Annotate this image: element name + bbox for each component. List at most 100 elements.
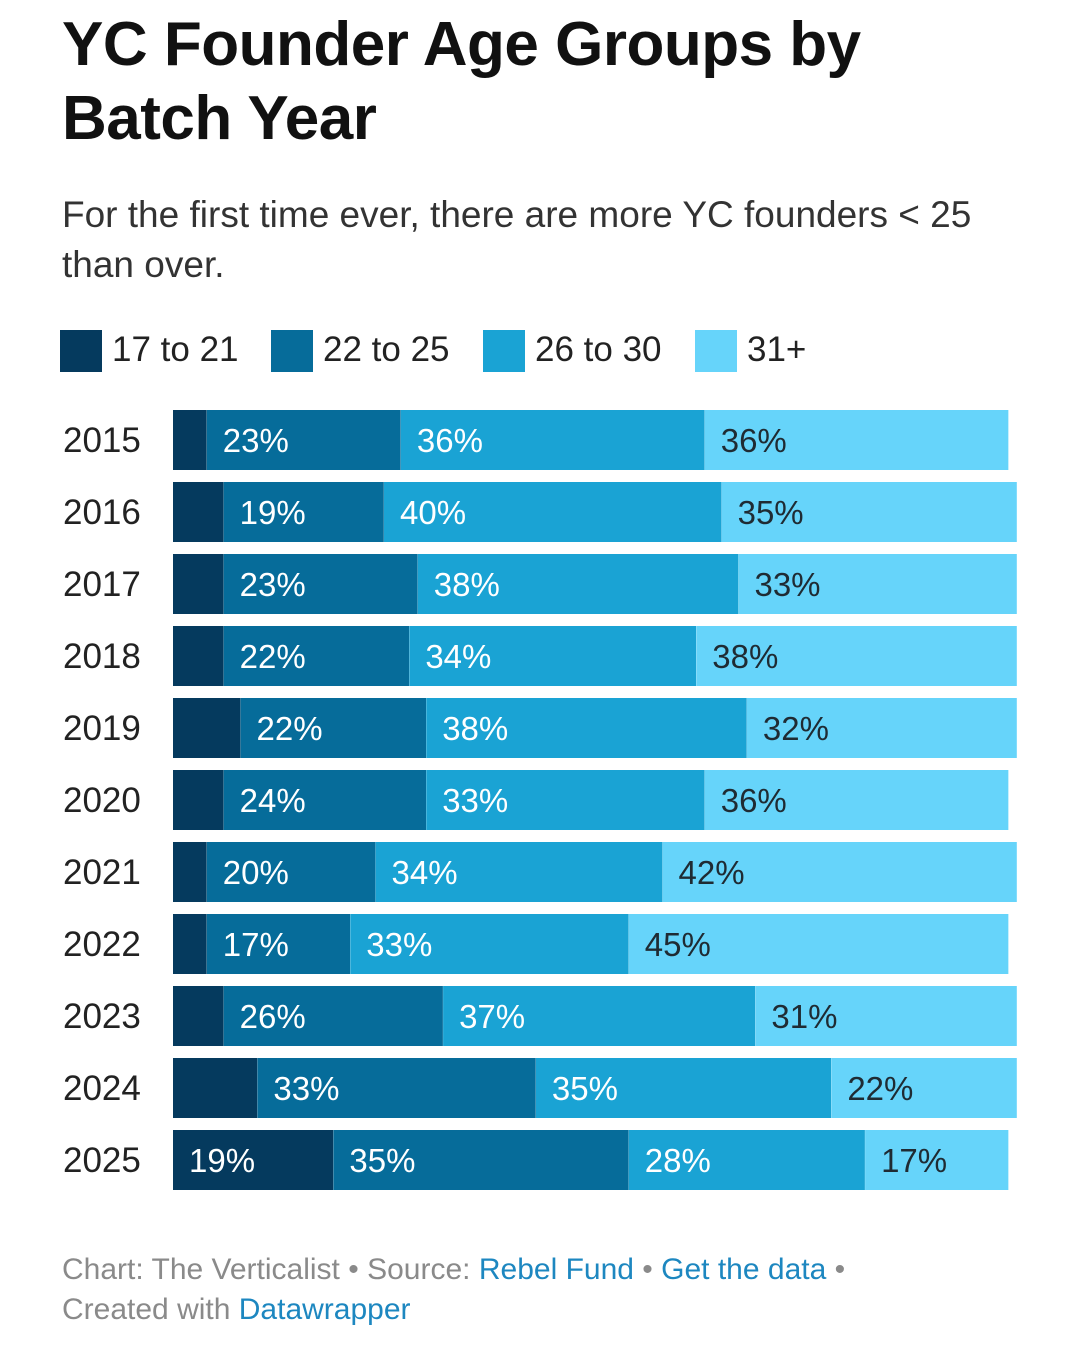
data-label-2024-31plus: 22% <box>847 1070 913 1107</box>
bar-segment-2021-31plus <box>662 842 1017 902</box>
get-the-data-link[interactable]: Get the data <box>661 1253 827 1286</box>
data-label-2022-26-to-30: 33% <box>366 926 432 963</box>
data-label-2017-31plus: 33% <box>754 566 820 603</box>
footer-chart-credit: Chart: The Verticalist <box>62 1253 340 1286</box>
year-label-2025: 2025 <box>63 1141 141 1180</box>
bar-segment-2025-26-to-30 <box>628 1130 865 1190</box>
chart-title: YC Founder Age Groups by Batch Year <box>62 10 861 153</box>
year-label-2021: 2021 <box>63 853 141 892</box>
data-label-2025-17-to-21: 19% <box>189 1142 255 1179</box>
data-label-2016-26-to-30: 40% <box>400 494 466 531</box>
year-label-2017: 2017 <box>63 565 141 604</box>
bar-segment-2021-17-to-21 <box>173 842 207 902</box>
datawrapper-link[interactable]: Datawrapper <box>238 1293 411 1326</box>
data-label-2015-31plus: 36% <box>721 422 787 459</box>
bar-segment-2018-17-to-21 <box>173 626 224 686</box>
data-label-2015-22-to-25: 23% <box>223 422 289 459</box>
year-label-2015: 2015 <box>63 421 141 460</box>
data-label-2021-22-to-25: 20% <box>223 854 289 891</box>
data-label-2018-31plus: 38% <box>712 638 778 675</box>
year-label-2020: 2020 <box>63 781 141 820</box>
footer-separator: • <box>834 1253 846 1286</box>
data-label-2022-31plus: 45% <box>645 926 711 963</box>
legend-label: 22 to 25 <box>323 330 450 369</box>
bar-segment-2015-17-to-21 <box>173 410 207 470</box>
bar-segment-2018-22-to-25 <box>223 626 410 686</box>
bar-segment-2025-22-to-25 <box>333 1130 629 1190</box>
data-label-2021-26-to-30: 34% <box>392 854 458 891</box>
bar-segment-2021-26-to-30 <box>375 842 663 902</box>
data-label-2023-31plus: 31% <box>771 998 837 1035</box>
bar-segment-2024-31plus <box>831 1058 1017 1118</box>
bar-segment-2024-17-to-21 <box>173 1058 258 1118</box>
bar-segment-2015-22-to-25 <box>206 410 401 470</box>
bar-segment-2019-22-to-25 <box>240 698 426 758</box>
data-label-2024-26-to-30: 35% <box>552 1070 618 1107</box>
bar-segment-2023-26-to-30 <box>443 986 756 1046</box>
footer-source-prefix: Source: <box>367 1253 471 1286</box>
data-label-2020-22-to-25: 24% <box>240 782 306 819</box>
bar-segment-2017-31plus <box>738 554 1017 614</box>
bar-segment-2015-31plus <box>704 410 1009 470</box>
bar-segment-2015-26-to-30 <box>400 410 705 470</box>
bar-segment-2024-22-to-25 <box>257 1058 536 1118</box>
data-label-2017-26-to-30: 38% <box>434 566 500 603</box>
bar-segment-2016-22-to-25 <box>223 482 384 542</box>
legend-swatch-31-plus <box>695 330 737 372</box>
data-label-2018-26-to-30: 34% <box>425 638 491 675</box>
data-label-2023-22-to-25: 26% <box>240 998 306 1035</box>
bar-segment-2023-22-to-25 <box>223 986 443 1046</box>
data-label-2025-26-to-30: 28% <box>645 1142 711 1179</box>
bar-segment-2018-31plus <box>696 626 1017 686</box>
legend-swatch-26-to-30 <box>483 330 525 372</box>
data-label-2019-26-to-30: 38% <box>442 710 508 747</box>
chart-footer: Chart: The Verticalist • Source: Rebel F… <box>62 1250 1042 1330</box>
bar-segment-2021-22-to-25 <box>206 842 376 902</box>
data-label-2015-26-to-30: 36% <box>417 422 483 459</box>
data-label-2020-26-to-30: 33% <box>442 782 508 819</box>
bar-segment-2016-17-to-21 <box>173 482 224 542</box>
bar-segment-2024-26-to-30 <box>535 1058 832 1118</box>
bar-segment-2019-31plus <box>746 698 1017 758</box>
year-label-2019: 2019 <box>63 709 141 748</box>
bar-segment-2025-31plus <box>865 1130 1009 1190</box>
year-label-2018: 2018 <box>63 637 141 676</box>
stacked-bar-chart: 2015 23% 36% 36% 2016 19% 40% 35% 2017 23% 38% 33% 2… <box>63 410 1017 1190</box>
bar-segment-2018-26-to-30 <box>409 626 697 686</box>
legend-label: 17 to 21 <box>112 330 239 369</box>
bar-segment-2022-31plus <box>628 914 1009 974</box>
bar-segment-2017-26-to-30 <box>417 554 739 614</box>
data-label-2025-31plus: 17% <box>881 1142 947 1179</box>
data-label-2018-22-to-25: 22% <box>240 638 306 675</box>
data-label-2022-22-to-25: 17% <box>223 926 289 963</box>
footer-separator: • <box>642 1253 653 1286</box>
year-label-2022: 2022 <box>63 925 141 964</box>
legend-label: 26 to 30 <box>535 330 662 369</box>
bar-segment-2017-17-to-21 <box>173 554 224 614</box>
data-label-2024-22-to-25: 33% <box>273 1070 339 1107</box>
legend-swatch-22-to-25 <box>271 330 313 372</box>
footer-separator: • <box>348 1253 359 1286</box>
bar-segment-2020-31plus <box>704 770 1009 830</box>
legend-label: 31+ <box>747 330 807 369</box>
chart-subtitle: For the first time ever, there are more … <box>62 194 972 285</box>
data-label-2020-31plus: 36% <box>721 782 787 819</box>
bar-segment-2022-26-to-30 <box>350 914 629 974</box>
year-label-2023: 2023 <box>63 997 141 1036</box>
bar-segment-2025-17-to-21 <box>173 1130 334 1190</box>
bar-segment-2020-22-to-25 <box>223 770 426 830</box>
bar-segment-2023-17-to-21 <box>173 986 224 1046</box>
year-label-2016: 2016 <box>63 493 141 532</box>
data-label-2021-31plus: 42% <box>679 854 745 891</box>
data-label-2016-31plus: 35% <box>738 494 804 531</box>
data-label-2023-26-to-30: 37% <box>459 998 525 1035</box>
bar-segment-2020-26-to-30 <box>426 770 705 830</box>
year-label-2024: 2024 <box>63 1069 141 1108</box>
source-link[interactable]: Rebel Fund <box>478 1253 634 1286</box>
data-label-2025-22-to-25: 35% <box>349 1142 415 1179</box>
data-label-2019-31plus: 32% <box>763 710 829 747</box>
data-label-2016-22-to-25: 19% <box>240 494 306 531</box>
footer-created-prefix: Created with <box>62 1293 231 1326</box>
bar-segment-2016-26-to-30 <box>384 482 722 542</box>
bar-segment-2017-22-to-25 <box>223 554 418 614</box>
